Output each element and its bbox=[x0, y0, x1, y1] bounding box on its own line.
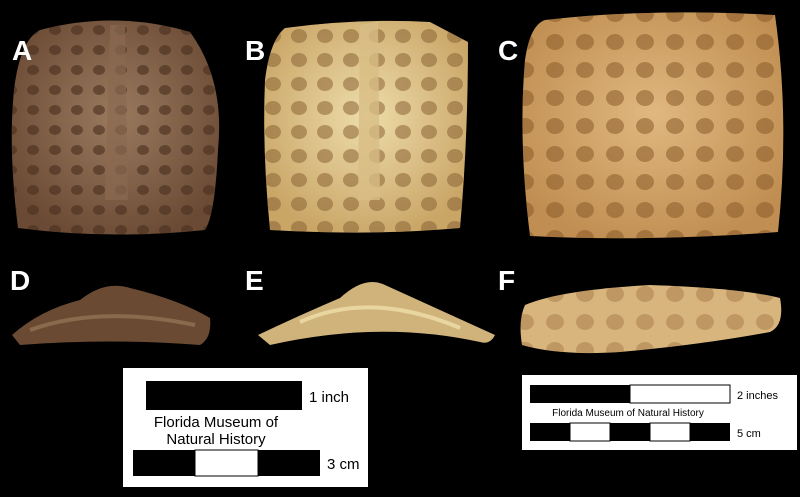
scale-bar bbox=[690, 423, 730, 441]
scale-bar bbox=[610, 423, 650, 441]
scale-bar bbox=[629, 384, 731, 404]
scale-bar bbox=[133, 450, 195, 476]
panel-label: E bbox=[245, 265, 264, 296]
scale-bar bbox=[194, 449, 259, 477]
specimen-c bbox=[522, 12, 784, 239]
specimen-e bbox=[258, 281, 495, 345]
panel-label: C bbox=[498, 35, 518, 66]
scale-label: 1 inch bbox=[309, 389, 349, 406]
panel-label: A bbox=[12, 35, 32, 66]
scale-label: 3 cm bbox=[327, 456, 360, 473]
scale-bar bbox=[569, 422, 611, 442]
scale-bar bbox=[530, 423, 570, 441]
specimen-d bbox=[12, 285, 211, 345]
specimen-f bbox=[520, 285, 782, 354]
specimen-a bbox=[11, 20, 220, 235]
panel-label: B bbox=[245, 35, 265, 66]
scale-bar bbox=[649, 422, 691, 442]
scale-bar bbox=[146, 381, 302, 410]
scale-label: 5 cm bbox=[737, 428, 761, 440]
scale-bar bbox=[530, 385, 630, 403]
credit: Natural History bbox=[166, 431, 266, 448]
scale-box-left: 1 inch Florida Museum of Natural History… bbox=[123, 368, 368, 487]
credit: Florida Museum of Natural History bbox=[552, 408, 704, 419]
specimen-b bbox=[264, 20, 468, 233]
credit: Florida Museum of bbox=[154, 414, 279, 431]
scale-label: 2 inches bbox=[737, 390, 778, 402]
scale-box-right: 2 inches Florida Museum of Natural Histo… bbox=[522, 375, 797, 450]
panel-label: F bbox=[498, 265, 515, 296]
panel-label: D bbox=[10, 265, 30, 296]
scale-bar bbox=[258, 450, 320, 476]
